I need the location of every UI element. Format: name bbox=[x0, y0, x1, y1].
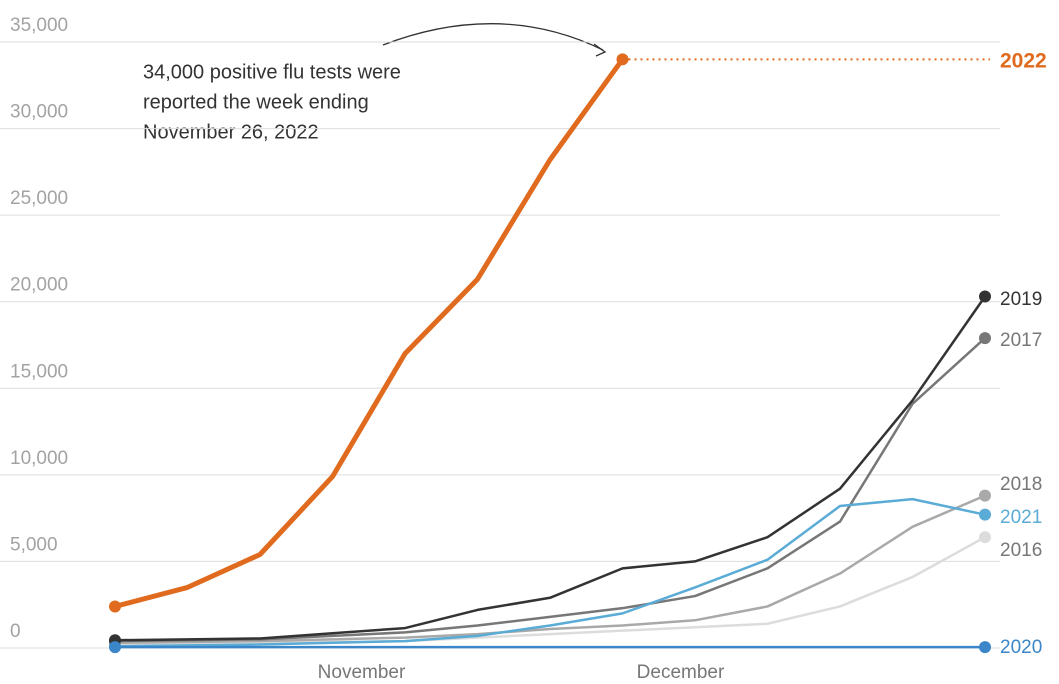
arrow-head bbox=[593, 43, 607, 57]
y-tick-label: 25,000 bbox=[10, 188, 68, 209]
series-label: 2020 bbox=[1000, 637, 1042, 658]
point bbox=[979, 489, 991, 502]
series-line bbox=[114, 497, 986, 648]
point bbox=[979, 641, 991, 654]
annotation-line: 34,000 positive flu tests were bbox=[143, 61, 401, 83]
series-line bbox=[114, 337, 986, 643]
annotation-line: reported the week ending bbox=[143, 91, 369, 113]
point bbox=[979, 531, 991, 544]
y-tick-label: 5,000 bbox=[10, 534, 58, 555]
y-tick-label: 35,000 bbox=[10, 15, 68, 36]
series-line bbox=[114, 536, 986, 646]
y-tick-label: 30,000 bbox=[10, 102, 68, 123]
series-label: 2016 bbox=[1000, 540, 1042, 561]
point bbox=[979, 290, 991, 303]
annotation-line: November 26, 2022 bbox=[143, 121, 319, 143]
series-label: 2018 bbox=[1000, 474, 1042, 495]
x-tick-label: November bbox=[318, 662, 406, 683]
point bbox=[109, 600, 121, 613]
annotation-arrow bbox=[382, 23, 604, 51]
y-tick-label: 15,000 bbox=[10, 361, 68, 382]
series-label: 2021 bbox=[1000, 507, 1042, 528]
point bbox=[109, 641, 121, 654]
series-label: 2017 bbox=[1000, 330, 1042, 351]
series-line bbox=[114, 494, 986, 645]
y-tick-label: 10,000 bbox=[10, 448, 68, 469]
y-tick-label: 20,000 bbox=[10, 275, 68, 296]
point bbox=[616, 53, 629, 66]
series-label: 2022 bbox=[1000, 50, 1047, 73]
series-line bbox=[114, 295, 987, 642]
series-line bbox=[114, 57, 625, 609]
series-label: 2019 bbox=[1000, 289, 1042, 310]
y-tick-label: 0 bbox=[10, 621, 21, 642]
point bbox=[979, 508, 991, 521]
point bbox=[979, 332, 991, 345]
x-tick-label: December bbox=[637, 662, 725, 683]
